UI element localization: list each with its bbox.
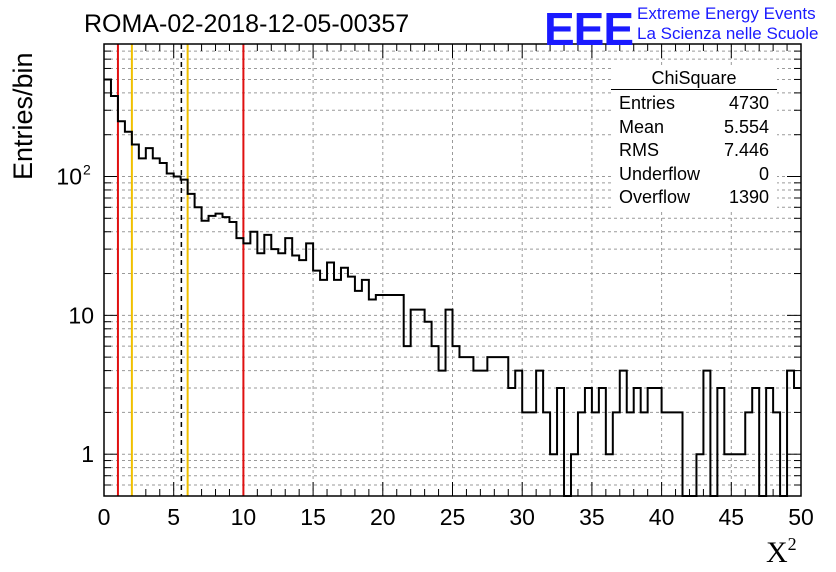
stats-value: 1390 <box>728 187 769 207</box>
reference-lines <box>116 44 245 496</box>
stats-value: 5.554 <box>723 116 769 137</box>
stats-title: ChiSquare <box>611 68 777 90</box>
stats-label: Mean <box>619 116 665 137</box>
x-axis-label-superscript: 2 <box>787 534 797 554</box>
stats-value: 0 <box>758 163 769 184</box>
org-line-1: Extreme Energy Events <box>637 4 816 23</box>
stats-label: Entries <box>619 93 676 113</box>
stats-row-rms: RMS 7.446 <box>611 139 777 163</box>
plot-frame <box>103 43 802 497</box>
org-line-2: La Scienza nelle Scuole <box>637 24 819 43</box>
x-tick-label: 0 <box>98 504 111 530</box>
eee-logo: EEE <box>544 3 634 55</box>
stats-label: Overflow <box>619 187 691 207</box>
chart-title: ROMA-02-2018-12-05-00357 <box>84 10 410 38</box>
x-axis-label-text: X <box>766 536 788 569</box>
x-tick-label: 35 <box>579 504 605 530</box>
x-tick-label: 5 <box>167 504 180 530</box>
y-tick-label-exponent: 2 <box>83 161 91 177</box>
stats-value: 4730 <box>728 93 769 113</box>
y-tick-label: 1 <box>81 441 94 467</box>
x-tick-label: 20 <box>370 504 396 530</box>
x-tick-label: 50 <box>788 504 814 530</box>
stats-box: ChiSquare Entries 4730 Mean 5.554 RMS 7.446… <box>611 68 777 210</box>
y-tick-label: 10 <box>68 302 94 328</box>
grid <box>104 44 801 496</box>
stats-label: Underflow <box>619 163 701 184</box>
x-tick-label: 45 <box>719 504 745 530</box>
x-tick-label: 10 <box>231 504 257 530</box>
stats-row-underflow: Underflow 0 <box>611 163 777 187</box>
x-tick-label: 15 <box>300 504 326 530</box>
histogram-series <box>104 78 801 497</box>
stats-row-entries: Entries 4730 <box>611 92 777 116</box>
x-tick-label: 40 <box>649 504 675 530</box>
y-tick-label: 10 <box>56 163 82 189</box>
x-axis-label: X2 <box>766 534 797 570</box>
stats-value: 7.446 <box>723 140 769 160</box>
stats-label: RMS <box>619 140 659 160</box>
organization-name: Extreme Energy Events La Scienza nelle S… <box>637 4 818 44</box>
x-tick-label: 25 <box>440 504 466 530</box>
stats-row-mean: Mean 5.554 <box>611 116 777 140</box>
stats-row-overflow: Overflow 1390 <box>611 186 777 210</box>
y-axis-label: Entries/bin <box>8 52 38 180</box>
x-tick-label: 30 <box>509 504 535 530</box>
